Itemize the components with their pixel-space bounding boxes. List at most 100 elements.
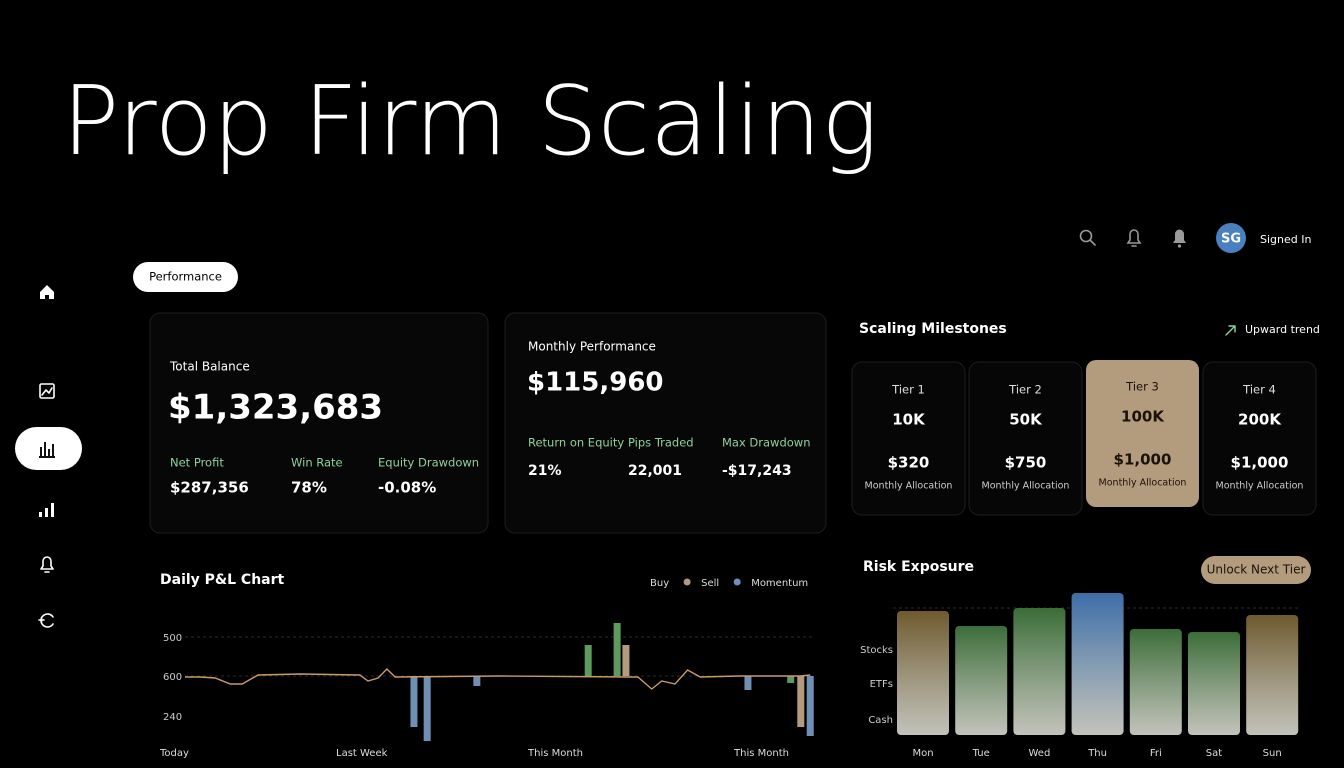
tier-size: 100K [1121,408,1165,426]
active-nav[interactable] [15,427,82,470]
pnl-bar [806,676,814,736]
tier-name: Tier 2 [1008,383,1042,397]
sync-icon[interactable] [38,613,54,628]
pnl-bar [622,645,630,676]
tier-note: Monthly Allocation [1099,478,1187,489]
legend-label: Sell [701,578,719,589]
risk-bar [1013,608,1066,735]
tier-amount: $320 [888,454,930,472]
tier-amount: $750 [1005,454,1047,472]
tier-amount: $1,000 [1231,454,1289,472]
home-icon[interactable] [40,285,54,299]
x-tick-label: Mon [912,748,933,759]
y-axis-label: ETFs [870,679,893,690]
pnl-bar [744,676,752,690]
stat-label: Return on Equity [528,436,624,450]
stat-label: Max Drawdown [722,436,811,450]
stat-value: $287,356 [170,479,249,497]
y-axis-label: Stocks [860,645,893,656]
stat-label: Pips Traded [628,436,694,450]
x-tick-label: Sun [1263,748,1282,759]
stat-label: Net Profit [170,456,224,470]
x-axis-label: Last Week [336,748,388,759]
tab-label: Performance [149,270,222,284]
pnl-bar [613,623,621,676]
stat-value: 21% [528,463,562,479]
legend-label: Momentum [751,578,808,589]
card-value: $1,323,683 [168,388,383,428]
stat-value: 22,001 [628,463,682,479]
pnl-bar [797,676,805,727]
risk-bar [955,626,1008,735]
monthly-card [504,312,827,534]
x-tick-label: Sat [1206,748,1222,759]
chart-title: Risk Exposure [863,559,974,575]
x-tick-label: Thu [1087,748,1107,759]
tier-amount: $1,000 [1114,451,1172,469]
y-axis-label: Cash [868,715,893,726]
chart-title: Daily P&L Chart [160,572,285,588]
tier-note: Monthly Allocation [982,481,1070,492]
y-axis-label: 600 [163,672,182,683]
tier-size: 10K [892,411,926,429]
x-axis-label: Today [159,748,189,759]
pnl-line [185,668,811,690]
avatar-initials: SG [1221,232,1241,247]
stat-value: 78% [291,479,327,497]
user-status: Signed In [1260,233,1311,246]
y-axis-label: 500 [163,633,182,644]
legend-dot [683,578,691,586]
notification-icon[interactable] [1126,229,1142,247]
bars-icon[interactable] [39,503,54,517]
card-label: Monthly Performance [528,340,656,354]
section-title: Scaling Milestones [859,321,1007,337]
tier-note: Monthly Allocation [1216,481,1304,492]
legend-dot [733,578,741,586]
card-label: Total Balance [169,360,250,374]
pnl-bar [584,645,592,676]
trend-icon [1225,325,1236,336]
risk-bar [897,611,949,735]
balance-card [149,312,489,534]
alert-icon[interactable] [1173,229,1186,248]
tier-size: 50K [1009,411,1043,429]
tier-size: 200K [1238,411,1282,429]
legend-label: Buy [650,578,669,589]
unlock-button-label: Unlock Next Tier [1207,563,1306,577]
stat-value: -$17,243 [722,463,792,479]
tier-card [851,361,966,516]
stat-label: Equity Drawdown [378,456,479,470]
x-axis-label: This Month [527,748,583,759]
pnl-bar [423,676,431,741]
avatar[interactable] [1216,223,1246,253]
x-tick-label: Tue [972,748,990,759]
y-axis-label: 240 [163,712,182,723]
risk-bar [1071,593,1124,735]
tier-name: Tier 4 [1242,383,1276,397]
tier-name: Tier 3 [1125,380,1159,394]
x-tick-label: Fri [1150,748,1162,759]
bell-icon[interactable] [40,556,54,573]
risk-bar [1188,632,1240,735]
analytics-icon [39,442,55,458]
tier-name: Tier 1 [891,383,925,397]
pnl-bar [410,676,418,727]
pnl-bar [787,676,795,683]
risk-bar [1246,615,1299,735]
tier-card-active [1086,360,1199,507]
stat-value: -0.08% [378,479,436,497]
stat-label: Win Rate [291,456,343,470]
x-axis-label: This Month [733,748,789,759]
risk-bar [1129,629,1182,735]
tier-card [1202,361,1317,516]
tier-card [968,361,1083,516]
tier-note: Monthly Allocation [865,481,953,492]
page-title: Prop Firm Scaling [62,67,878,177]
unlock-button[interactable] [1201,556,1311,584]
search-icon[interactable] [1079,229,1096,246]
chart-icon[interactable] [39,383,55,399]
pnl-bar [473,676,481,686]
tab-pill[interactable] [133,262,238,292]
